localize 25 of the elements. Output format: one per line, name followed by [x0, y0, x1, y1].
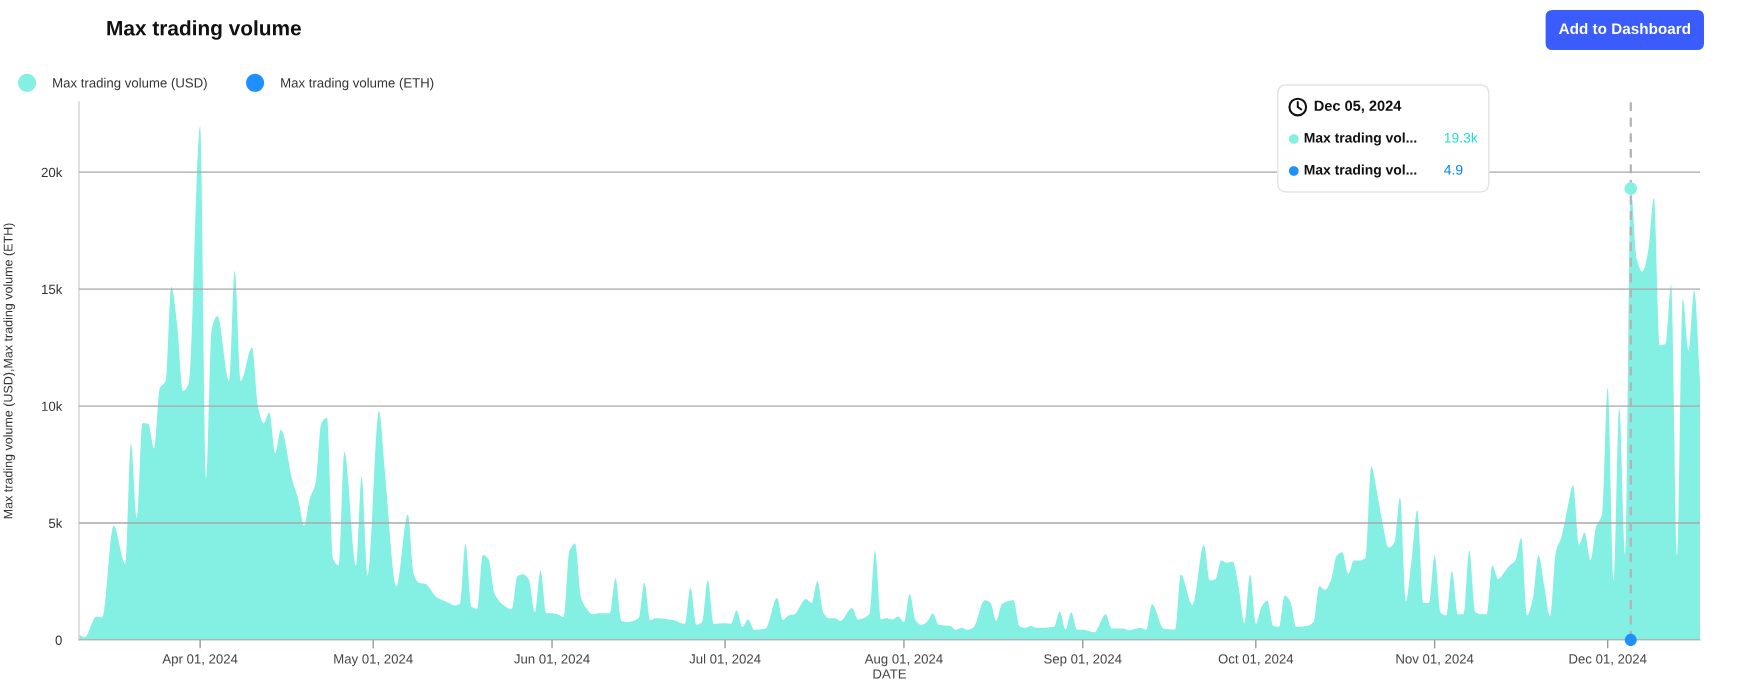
y-tick-label: 5k [48, 518, 63, 528]
chart-title: Max trading volume [107, 20, 301, 40]
y-tick-label: 20k [41, 167, 63, 178]
text: Add to Dashboard [1558, 22, 1690, 35]
y-tick-label: 0 [55, 635, 62, 645]
x-tick-label: Oct 01, 2024 [1218, 654, 1294, 666]
legend-label: Max trading volume (USD) [53, 77, 207, 91]
x-tick-label: Jun 01, 2024 [514, 654, 590, 666]
x-tick-label: Apr 01, 2024 [162, 654, 238, 667]
x-tick-label: Nov 01, 2024 [1396, 654, 1474, 666]
y-axis-title: Max trading volume (USD),Max trading volume (ETH) [3, 223, 15, 519]
x-tick-label: May 01, 2024 [334, 654, 413, 667]
x-axis-title: DATE [873, 669, 907, 679]
y-tick-label: 10k [42, 401, 63, 411]
x-tick-label: Jul 01, 2024 [689, 653, 761, 666]
annotation: 4.9 [1444, 164, 1463, 175]
annotation: Dec 05, 2024 [1314, 100, 1402, 114]
annotation: Max trading vol... [1304, 132, 1417, 146]
legend-label: Max trading volume (ETH) [281, 77, 434, 91]
annotation: 19.3k [1444, 132, 1478, 143]
x-tick-label: Sep 01, 2024 [1044, 654, 1122, 667]
x-tick-label: Dec 01, 2024 [1569, 654, 1647, 666]
annotation: Max trading vol... [1304, 164, 1417, 178]
y-tick-label: 15k [42, 284, 63, 295]
x-tick-label: Aug 01, 2024 [864, 654, 943, 667]
